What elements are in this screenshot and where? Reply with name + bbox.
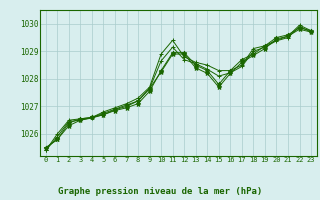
Text: Graphe pression niveau de la mer (hPa): Graphe pression niveau de la mer (hPa): [58, 187, 262, 196]
